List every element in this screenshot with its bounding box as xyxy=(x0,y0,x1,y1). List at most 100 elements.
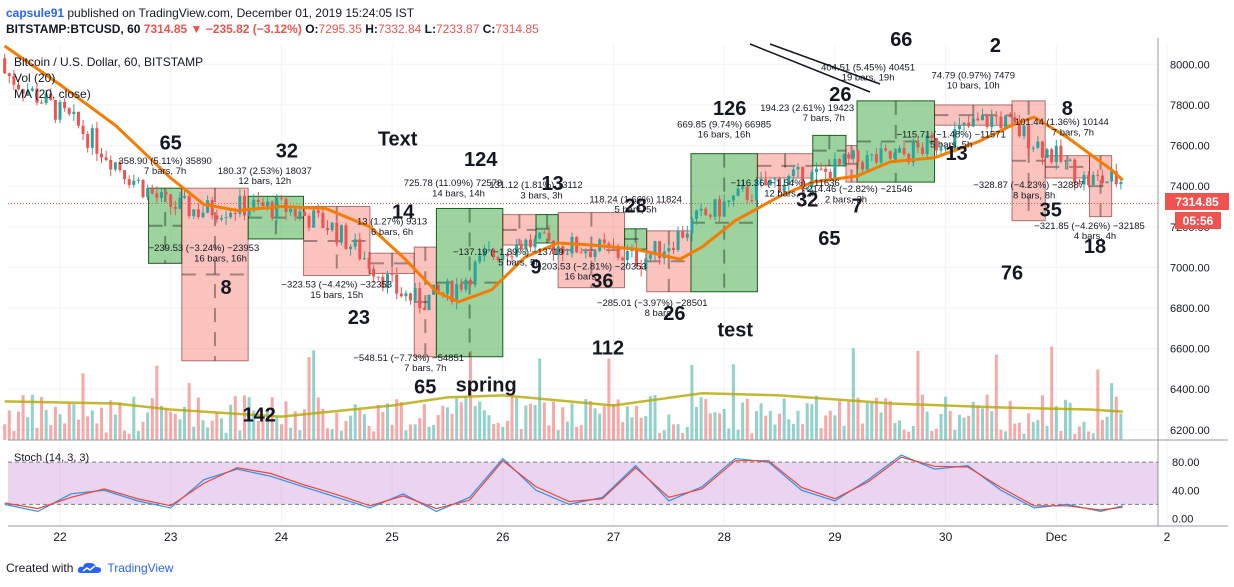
candle-body xyxy=(588,251,592,258)
candle-body xyxy=(58,101,62,120)
candle-body xyxy=(123,170,127,180)
volume-bar xyxy=(150,398,154,440)
candle-body xyxy=(487,249,491,251)
volume-bar xyxy=(676,424,680,440)
footer: Created with TradingView xyxy=(6,561,173,575)
candle-body xyxy=(939,148,943,151)
volume-bar xyxy=(501,426,505,440)
candle-body xyxy=(7,73,11,77)
volume-bar xyxy=(570,403,574,440)
candle-body xyxy=(838,158,842,165)
volume-bar xyxy=(385,403,389,440)
x-tick-label: 22 xyxy=(53,530,67,544)
volume-bar xyxy=(492,423,496,440)
volume-bar xyxy=(395,399,399,440)
candle-body xyxy=(1050,149,1054,163)
candle-body xyxy=(556,246,560,255)
candle-body xyxy=(851,150,855,159)
candle-body xyxy=(828,171,832,181)
volume-bar xyxy=(584,399,588,440)
volume-bar xyxy=(1027,413,1031,440)
candle-body xyxy=(635,248,639,266)
candle-body xyxy=(192,209,196,217)
candle-body xyxy=(607,243,611,247)
indicator-lines xyxy=(3,43,1124,418)
measure-label: 180.37 (2.53%) 18037 xyxy=(218,166,312,177)
candle-body xyxy=(861,162,865,170)
candle-body xyxy=(1004,115,1008,129)
volume-bar xyxy=(409,424,413,440)
volume-bar xyxy=(1077,426,1081,440)
tradingview-cloud-icon xyxy=(78,562,102,573)
count-label: 65 xyxy=(160,133,182,155)
volume-bar xyxy=(21,395,25,440)
candle-body xyxy=(436,284,440,293)
candle-body xyxy=(335,222,339,243)
candle-body xyxy=(1064,160,1068,162)
stoch-k-line xyxy=(4,454,1123,513)
measure-label: 7 bars, 7h xyxy=(144,166,186,177)
candle-body xyxy=(505,254,509,257)
volume-bar xyxy=(1096,369,1100,440)
candle-body xyxy=(90,128,94,148)
volume-bar xyxy=(229,404,233,440)
candle-body xyxy=(367,258,371,269)
candle-body xyxy=(1045,149,1049,158)
volume-bar xyxy=(925,411,929,440)
volume-bar xyxy=(104,432,108,440)
candle-body xyxy=(1059,145,1063,162)
volume-bar xyxy=(372,431,376,440)
measure-label: 4 bars, 4h xyxy=(1074,231,1116,242)
x-tick-label: 23 xyxy=(164,530,178,544)
volume-bar xyxy=(533,404,537,440)
volume-bar xyxy=(482,410,486,440)
candle-body xyxy=(441,292,445,294)
candle-body xyxy=(1087,175,1091,185)
candle-body xyxy=(999,116,1003,129)
volume-bar xyxy=(754,411,758,440)
candle-body xyxy=(1031,147,1035,149)
volume-bar xyxy=(750,433,754,440)
candle-body xyxy=(256,199,260,203)
candle-body xyxy=(994,115,998,117)
volume-bar xyxy=(981,408,984,440)
volume-bar xyxy=(30,394,34,440)
volume-bar xyxy=(464,397,468,440)
stochastic-panel: 0.00 40.00 80.00 xyxy=(4,454,1200,525)
candle-body xyxy=(67,108,71,114)
volume-bar xyxy=(307,357,311,440)
volume-bar xyxy=(616,399,620,440)
stoch-d-line xyxy=(4,456,1123,511)
candle-body xyxy=(390,274,394,276)
price-change: −235.82 (−3.12%) xyxy=(205,22,302,36)
measure-label: 14 bars, 14h xyxy=(432,188,485,199)
volume-bar xyxy=(496,422,500,440)
volume-bar xyxy=(3,424,7,440)
measure-label: 118.24 (1.66%) 11824 xyxy=(589,194,682,205)
volume-bar xyxy=(828,410,832,440)
candle-body xyxy=(916,142,920,148)
volume-bar xyxy=(741,402,745,440)
distribution-box xyxy=(557,212,626,289)
volume-bar xyxy=(16,411,20,440)
publisher-username[interactable]: capsule91 xyxy=(6,6,65,20)
volume-bar xyxy=(588,400,592,440)
candle-body xyxy=(35,88,39,103)
measure-label: 74.79 (0.97%) 7479 xyxy=(932,71,1015,82)
volume-bar xyxy=(851,348,855,440)
volume-bar xyxy=(847,401,851,440)
volume-bar xyxy=(58,414,62,440)
volume-bar xyxy=(801,424,805,440)
candle-body xyxy=(330,222,334,231)
symbol-name: BITSTAMP:BTCUSD, 60 xyxy=(6,22,141,36)
volume-bar xyxy=(219,418,223,440)
footer-brand-link[interactable]: TradingView xyxy=(107,561,174,575)
candle-body xyxy=(658,241,662,259)
trend-line xyxy=(769,43,881,85)
volume-bar xyxy=(944,396,948,440)
candle-body xyxy=(745,186,749,201)
volume-ma-line xyxy=(4,392,1123,418)
volume-bar xyxy=(390,424,394,440)
candle-body xyxy=(201,212,205,218)
